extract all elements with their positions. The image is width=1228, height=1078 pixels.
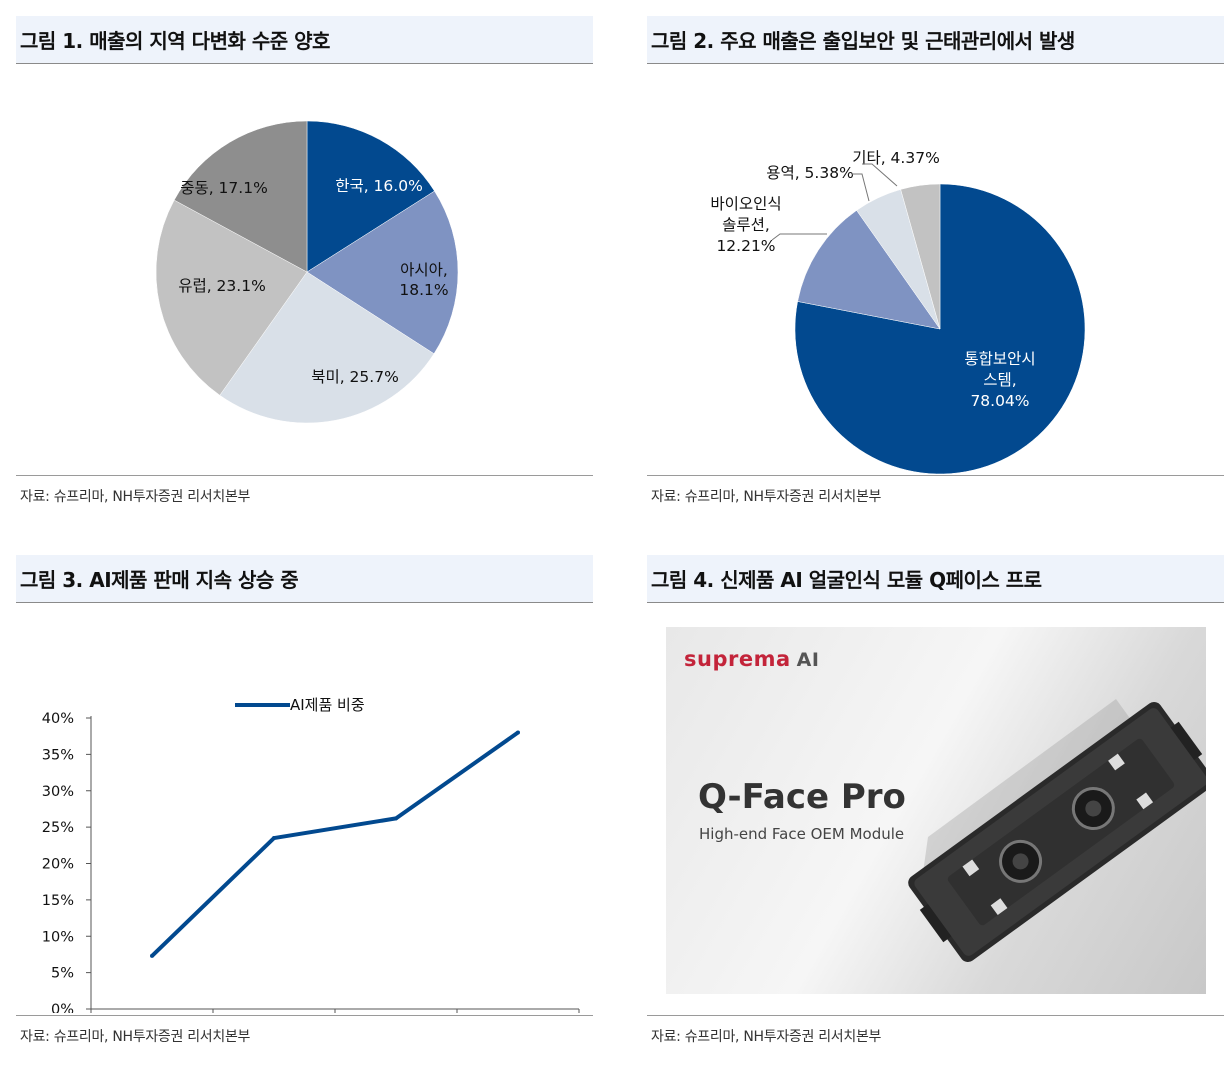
segment-label-1: 바이오인식 솔루션, 12.21% xyxy=(710,195,781,255)
region-slice-0 xyxy=(306,120,435,273)
product-subtitle: High-end Face OEM Module xyxy=(699,825,905,843)
y-tick-label: 15% xyxy=(42,893,74,909)
segment-label-3: 기타, 4.37% xyxy=(852,149,940,167)
region-label-3: 유럽, 23.1% xyxy=(178,277,266,295)
series-point xyxy=(272,836,276,841)
y-tick-label: 20% xyxy=(42,857,74,873)
segment-label-0: 통합보안시 스템, 78.04% xyxy=(964,350,1035,410)
figure-1-source: 자료: 슈프리마, NH투자증권 리서치본부 xyxy=(16,475,593,506)
series-point xyxy=(150,953,154,958)
figure-2-title: 그림 2. 주요 매출은 출입보안 및 근태관리에서 발생 xyxy=(647,16,1224,64)
segment-label-2: 용역, 5.38% xyxy=(766,164,854,182)
y-tick-label: 35% xyxy=(42,747,74,763)
face-module-device-image xyxy=(908,699,1206,963)
region-slice-4 xyxy=(173,120,308,273)
series-line-0 xyxy=(150,730,520,958)
leader-line-1 xyxy=(771,233,827,241)
legend-label: AI제품 비중 xyxy=(290,696,365,714)
product-photo: suprema AI Q-Face Pro High-end Face OEM M… xyxy=(666,627,1206,994)
y-tick-label: 5% xyxy=(51,966,74,982)
segment-slice-3 xyxy=(900,183,941,330)
figure-3-title: 그림 3. AI제품 판매 지속 상승 중 xyxy=(16,555,593,603)
y-tick-label: 40% xyxy=(42,711,74,727)
region-label-4: 중동, 17.1% xyxy=(180,179,268,197)
product-name: Q-Face Pro xyxy=(698,777,906,817)
region-label-0: 한국, 16.0% xyxy=(335,177,423,195)
ai-share-line-chart: 0%5%10%15%20%25%30%35%40%202020212022202… xyxy=(42,696,580,1041)
y-tick-label: 10% xyxy=(42,929,74,945)
series-point xyxy=(394,816,398,821)
region-slice-2 xyxy=(219,271,435,424)
segment-slice-0 xyxy=(794,183,1086,475)
figure-4: 그림 4. 신제품 AI 얼굴인식 모듈 Q페이스 프로 suprema AI Q… xyxy=(647,555,1224,1045)
figure-1-title: 그림 1. 매출의 지역 다변화 수준 양호 xyxy=(16,16,593,64)
series-point xyxy=(516,730,520,735)
figure-4-source: 자료: 슈프리마, NH투자증권 리서치본부 xyxy=(647,1015,1224,1046)
brand-logo: suprema AI xyxy=(684,647,820,671)
y-tick-label: 30% xyxy=(42,784,74,800)
figure-2: 그림 2. 주요 매출은 출입보안 및 근태관리에서 발생 통합보안시 스템, 78… xyxy=(647,16,1224,505)
y-tick-label: 0% xyxy=(51,1002,74,1013)
segment-slice-1 xyxy=(797,210,941,330)
y-tick-label: 25% xyxy=(42,820,74,836)
figure-4-title: 그림 4. 신제품 AI 얼굴인식 모듈 Q페이스 프로 xyxy=(647,555,1224,603)
segment-pie-chart: 통합보안시 스템, 78.04% 바이오인식 솔루션, 12.21% 용역, 5.38%기타… xyxy=(710,149,1086,475)
figure-1: 그림 1. 매출의 지역 다변화 수준 양호 한국, 16.0% 아시아, 18.1… xyxy=(16,16,593,505)
region-label-2: 북미, 25.7% xyxy=(311,368,399,386)
region-slice-3 xyxy=(155,199,308,396)
figure-3-source: 자료: 슈프리마, NH투자증권 리서치본부 xyxy=(16,1015,593,1046)
region-pie-chart: 한국, 16.0% 아시아, 18.1% 북미, 25.7% 유럽, 23.1% 중동, … xyxy=(155,120,459,424)
leader-line-3 xyxy=(862,163,898,187)
figure-3: 그림 3. AI제품 판매 지속 상승 중 0% 5% 10% 15% 20% 25% 30… xyxy=(16,555,593,1045)
region-label-1: 아시아, 18.1% xyxy=(399,261,448,299)
leader-line-2 xyxy=(852,173,870,202)
figure-2-source: 자료: 슈프리마, NH투자증권 리서치본부 xyxy=(647,475,1224,506)
region-slice-1 xyxy=(306,190,459,355)
